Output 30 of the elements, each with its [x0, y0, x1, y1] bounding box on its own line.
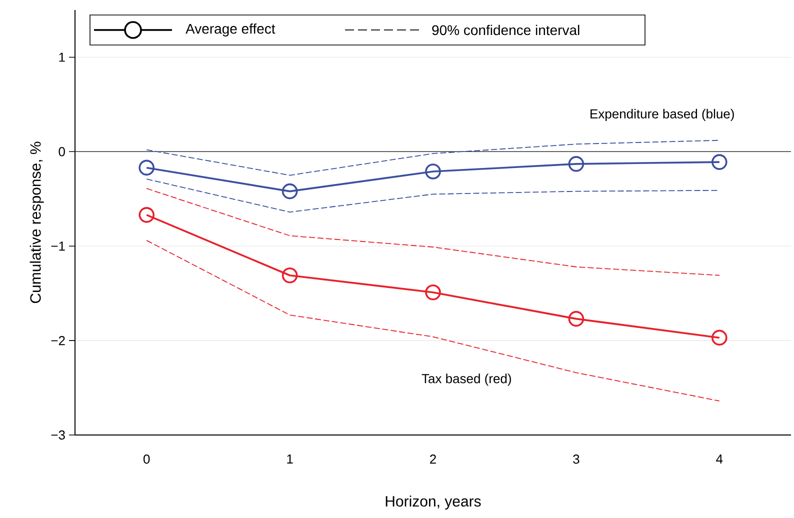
point: [568, 156, 584, 172]
x-tick-label: 1: [287, 454, 293, 464]
y-axis-title: Cumulative response, %: [30, 142, 44, 304]
y-tick-label: 1: [59, 52, 65, 62]
point: [282, 267, 298, 284]
line-series: [146, 188, 720, 276]
y-tick-label: −3: [51, 430, 65, 440]
x-tick-label: 2: [430, 454, 436, 464]
x-tick-label: 4: [716, 454, 723, 464]
line-series: [146, 140, 720, 176]
point: [138, 207, 155, 223]
point: [568, 310, 584, 327]
point: [425, 164, 441, 180]
annotation: Tax based (red): [422, 374, 511, 386]
x-axis-title: Horizon, years: [386, 496, 481, 510]
point: [712, 154, 728, 170]
point: [282, 183, 298, 200]
point: [425, 284, 441, 300]
point: [712, 330, 728, 346]
line-series: [146, 178, 720, 213]
annotation: Expenditure based (blue): [590, 108, 734, 122]
point: [138, 160, 155, 176]
y-tick-label: −2: [51, 336, 65, 346]
x-tick-label: 3: [573, 454, 580, 464]
y-tick-label: −1: [51, 242, 65, 251]
y-tick-label: 0: [58, 147, 65, 156]
x-tick-label: 0: [143, 454, 150, 464]
line-series: [146, 240, 720, 402]
annotation: 90% confidence interval: [432, 24, 580, 36]
annotation: Average effect: [186, 23, 276, 36]
